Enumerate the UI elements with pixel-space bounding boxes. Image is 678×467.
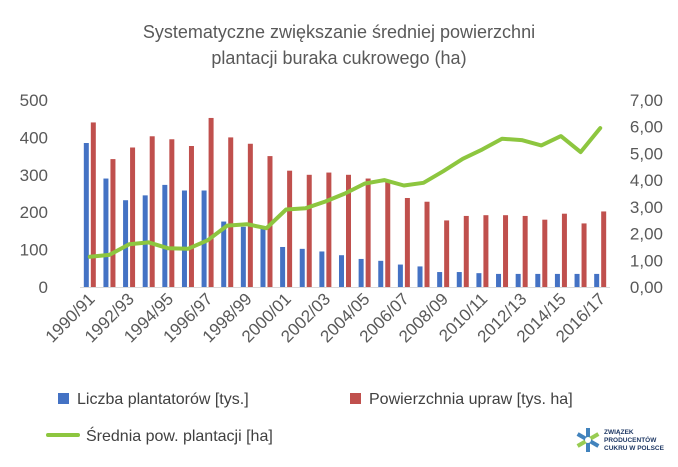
y-right-tick-label: 4,00 <box>630 171 663 190</box>
bar-area <box>404 197 410 287</box>
bar-growers <box>103 178 109 287</box>
y-left-tick-label: 200 <box>20 203 48 222</box>
y-left-tick-label: 400 <box>20 128 48 147</box>
bar-growers <box>554 273 560 287</box>
y-right-tick-label: 5,00 <box>630 144 663 163</box>
bar-growers <box>339 255 344 287</box>
y-left-tick-label: 100 <box>20 241 48 260</box>
bar-area <box>287 170 293 287</box>
bar-growers <box>456 272 462 287</box>
y-left-tick-label: 0 <box>39 278 48 297</box>
bar-growers <box>260 228 266 287</box>
bar-growers <box>162 184 168 287</box>
bar-area <box>90 122 96 287</box>
legend-label-average: Średnia pow. plantacji [ha] <box>86 426 273 445</box>
bar-area <box>483 215 489 287</box>
bar-growers <box>437 272 443 287</box>
bar-growers <box>476 273 482 287</box>
bar-growers <box>358 258 364 287</box>
bar-area <box>542 219 548 287</box>
y-left-tick-label: 300 <box>20 166 48 185</box>
legend-swatch-growers <box>58 393 69 404</box>
bar-area <box>503 215 509 287</box>
bar-growers <box>515 273 521 287</box>
y-right-tick-label: 7,00 <box>630 91 663 110</box>
bar-area <box>424 201 430 287</box>
bar-area <box>463 215 469 287</box>
y-right-tick-label: 0,00 <box>630 278 663 297</box>
bar-area <box>306 174 312 287</box>
bar-area <box>385 181 391 287</box>
legend-label-area: Powierzchnia upraw [tys. ha] <box>369 391 573 408</box>
bar-area <box>365 178 371 287</box>
bar-area <box>267 156 273 287</box>
bar-area <box>522 215 528 287</box>
logo-crystal-icon <box>576 428 600 452</box>
line-average-area <box>87 126 603 259</box>
chart-title-line-1: Systematyczne zwiększanie średniej powie… <box>143 22 535 42</box>
bar-growers <box>319 251 325 287</box>
bar-growers <box>417 266 423 287</box>
logo-text-line: ZWIĄZEK <box>604 429 634 436</box>
bar-growers <box>594 273 600 287</box>
bar-area <box>110 159 116 287</box>
bar-growers <box>181 190 187 287</box>
bar-growers <box>280 246 286 287</box>
y-left-tick-label: 500 <box>20 91 48 110</box>
y-right-tick-label: 6,00 <box>630 118 663 137</box>
bar-growers <box>378 260 384 287</box>
legend-swatch-area <box>350 393 361 404</box>
bar-growers <box>299 248 305 287</box>
bar-growers <box>496 273 502 287</box>
bar-area <box>346 174 351 287</box>
chart-title: Systematyczne zwiększanie średniej powie… <box>143 22 535 68</box>
logo-text-line: CUKRU W POLSCE <box>604 445 665 452</box>
bar-growers <box>83 143 89 287</box>
bar-area <box>208 117 214 288</box>
y-right-tick-label: 1,00 <box>630 251 663 270</box>
bar-growers <box>123 200 129 287</box>
bar-growers <box>240 226 246 287</box>
y-right-tick-label: 3,00 <box>630 198 663 217</box>
chart-title-line-2: plantacji buraka cukrowego (ha) <box>211 48 466 68</box>
plot-area: 0 100 200 300 400 500 0,00 1,00 2,00 3,00 4,00 5,00… <box>20 91 663 346</box>
bar-area <box>247 143 253 287</box>
bar-area <box>169 139 175 287</box>
bar-growers <box>221 221 227 287</box>
bar-area <box>561 213 567 287</box>
bar-growers <box>535 273 541 287</box>
legend: Liczba plantatorów [tys.] Powierzchnia up… <box>46 391 573 445</box>
bar-area <box>581 223 587 287</box>
bar-area <box>326 172 332 287</box>
bar-area <box>601 211 607 287</box>
legend-label-growers: Liczba plantatorów [tys.] <box>77 391 249 408</box>
bar-growers <box>574 273 580 287</box>
bar-growers <box>201 190 207 287</box>
bar-growers <box>397 264 403 287</box>
bar-area <box>149 136 155 287</box>
y-right-tick-label: 2,00 <box>630 225 663 244</box>
bar-area <box>444 220 450 287</box>
bar-area <box>228 137 234 287</box>
bar-area <box>130 147 136 287</box>
logo-text-line: PRODUCENTÓW <box>604 435 657 444</box>
bar-area <box>188 146 194 287</box>
